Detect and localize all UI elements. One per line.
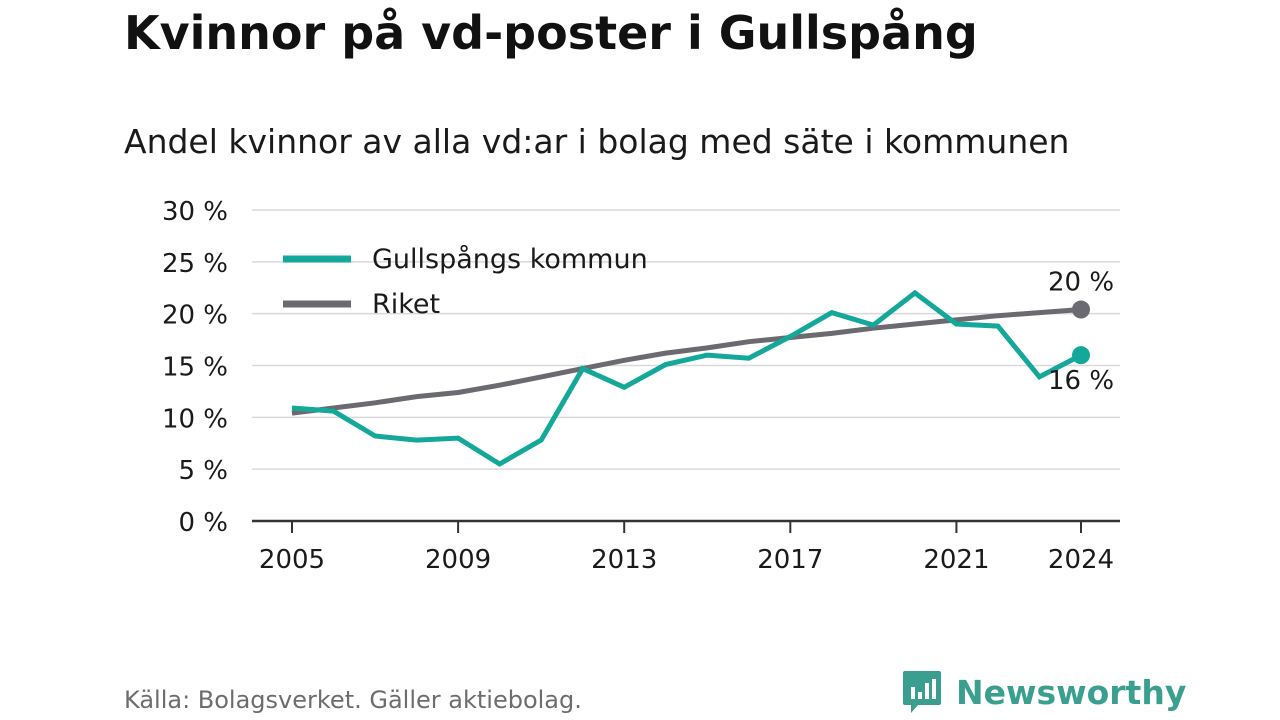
x-tick-label: 2024 <box>1048 545 1114 575</box>
y-tick-label: 5 % <box>178 456 228 486</box>
riket-end-label: 20 % <box>1048 268 1114 298</box>
brand-name: Newsworthy <box>956 672 1187 712</box>
x-tick-label: 2017 <box>757 545 823 575</box>
riket-end-point <box>1072 300 1090 319</box>
gullspang-end-label: 16 % <box>1048 366 1114 396</box>
source-note: Källa: Bolagsverket. Gäller aktiebolag. <box>124 686 582 714</box>
x-tick-label: 2013 <box>591 545 657 575</box>
gullspang-line <box>291 289 1083 467</box>
x-tick-label: 2005 <box>259 545 325 575</box>
y-tick-label: 15 % <box>162 353 228 383</box>
y-tick-label: 10 % <box>162 404 228 434</box>
chart-title: Kvinnor på vd-poster i Gullspång <box>124 6 978 60</box>
x-tick-label: 2009 <box>425 545 491 575</box>
brand-logo: Newsworthy <box>902 668 1186 716</box>
x-tick-label: 2021 <box>923 545 989 575</box>
grid-lines: 0 % 5 % 10 % 15 % 20 % 25 % 30 % <box>162 197 1120 538</box>
gullspang-end-point <box>1072 346 1090 365</box>
chart-subtitle: Andel kvinnor av alla vd:ar i bolag med … <box>124 122 1070 161</box>
legend: Gullspångs kommun Riket <box>283 244 648 320</box>
legend-label: Gullspångs kommun <box>372 244 648 275</box>
y-tick-label: 0 % <box>178 508 228 538</box>
series-lines <box>291 289 1090 467</box>
end-labels: 20 % 16 % <box>1048 268 1114 397</box>
newsworthy-logo-icon <box>903 671 941 713</box>
y-tick-label: 25 % <box>162 249 228 279</box>
y-tick-label: 20 % <box>162 301 228 331</box>
y-tick-label: 30 % <box>162 197 228 227</box>
legend-label: Riket <box>372 289 440 320</box>
x-axis: 2005 2009 2013 2017 2021 2024 <box>252 519 1120 575</box>
